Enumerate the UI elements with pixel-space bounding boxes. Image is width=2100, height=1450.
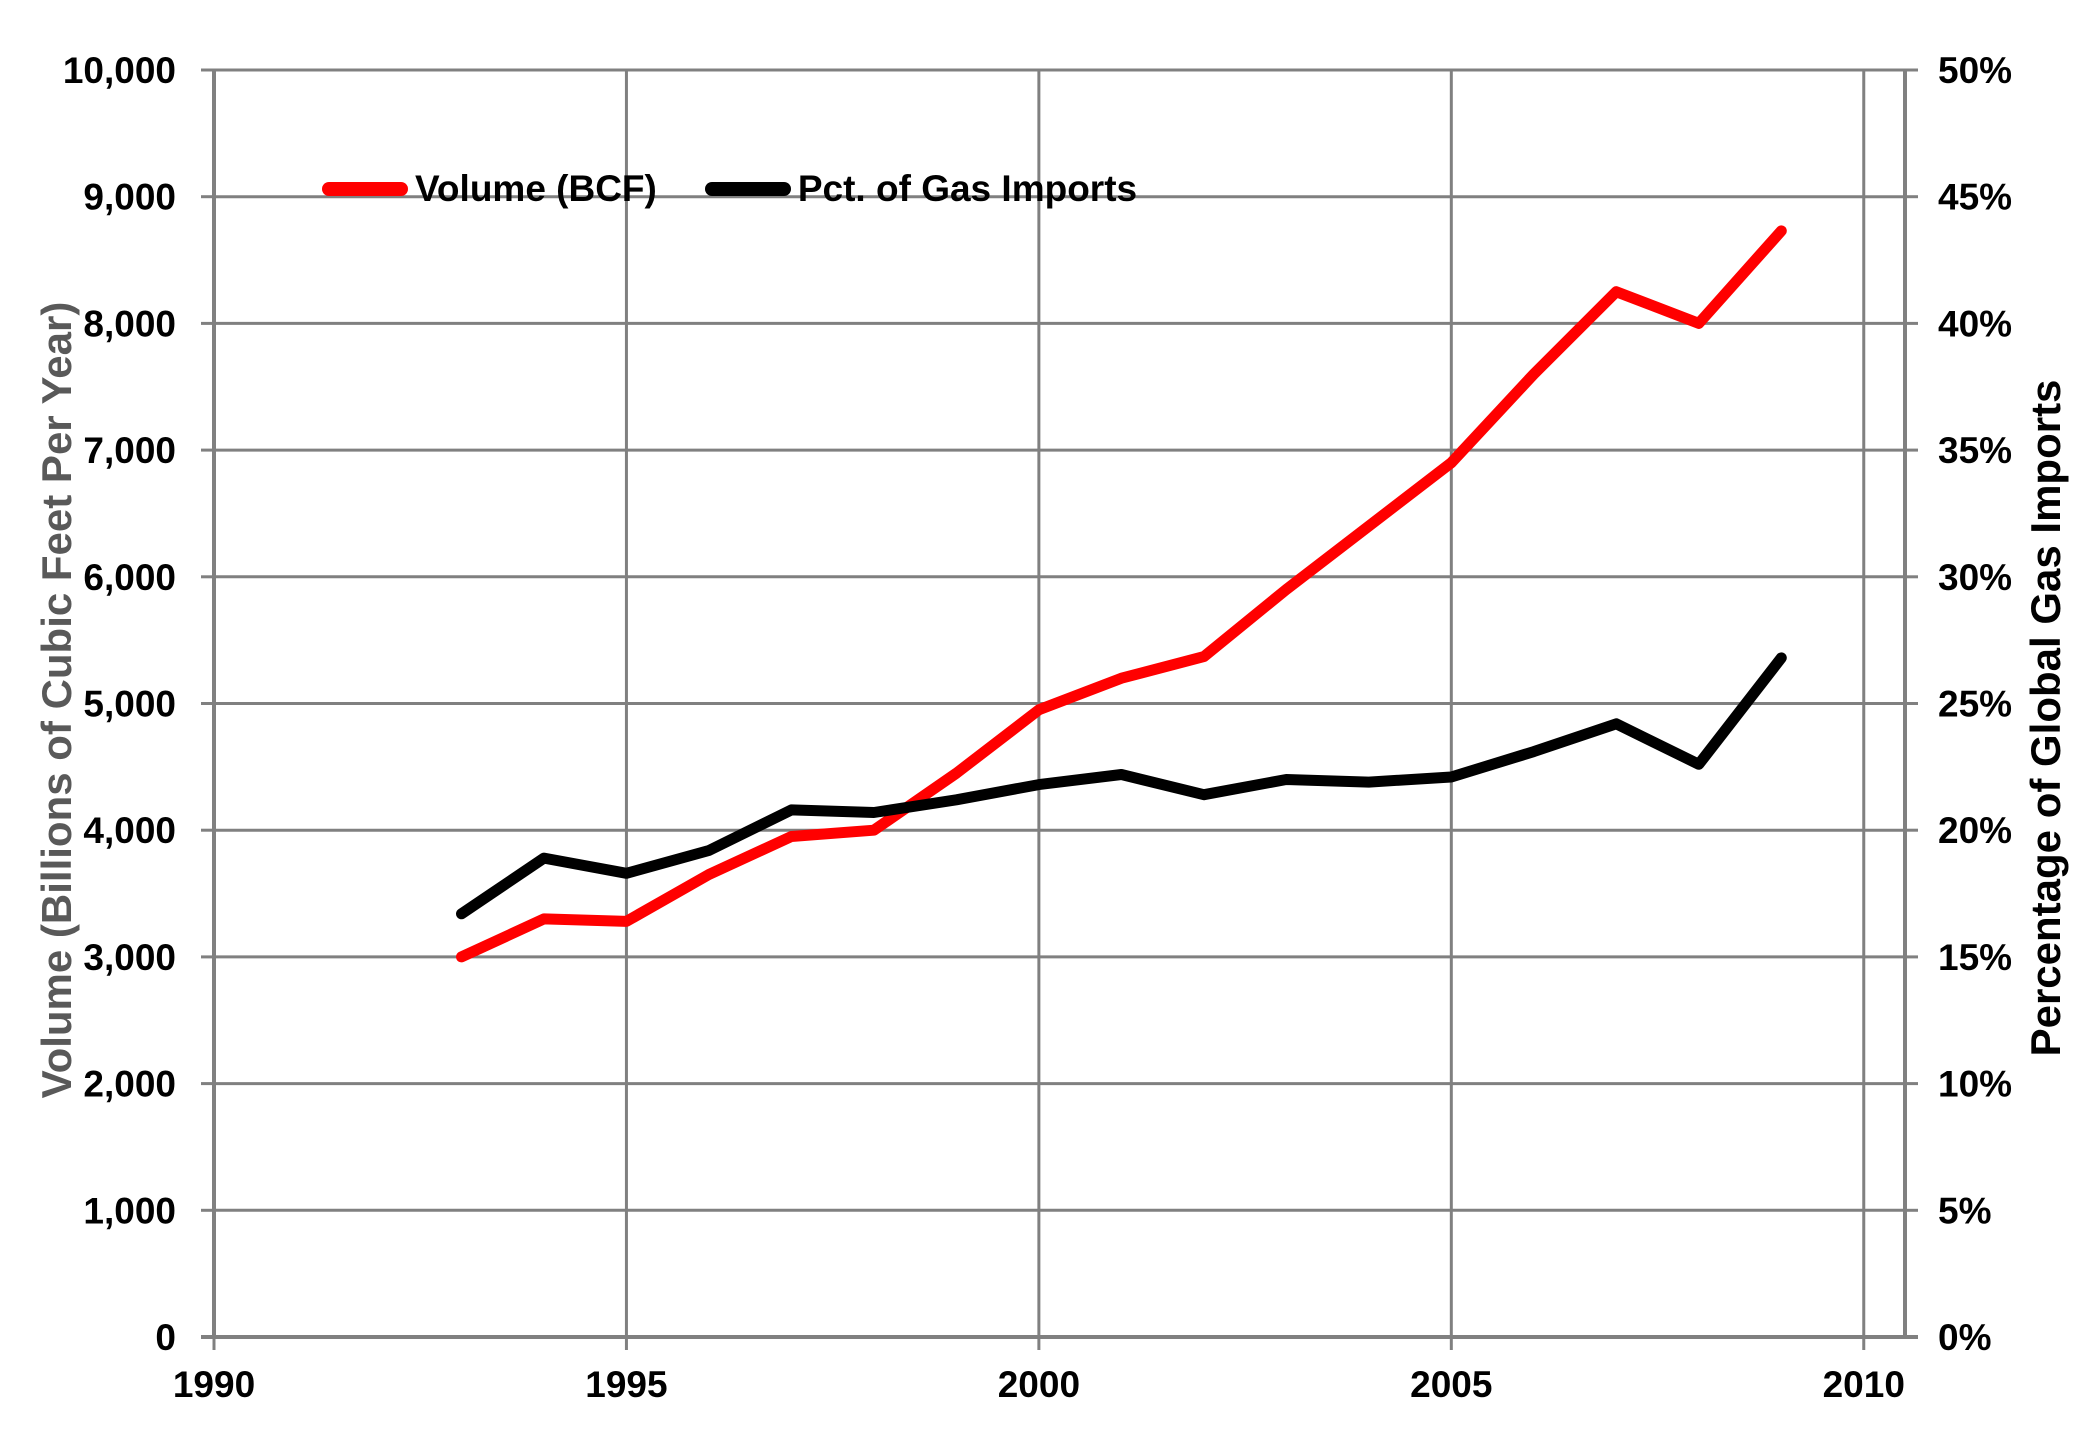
left-axis-tick-label: 4,000 [83,810,176,851]
legend-item-volume: Volume (BCF) [322,168,657,210]
left-axis-tick-label: 0 [155,1317,176,1358]
volume-series-line [456,225,1787,963]
x-axis-tick-label: 1995 [585,1364,667,1405]
x-axis-tick-label: 2000 [998,1364,1080,1405]
left-axis-tick-label: 10,000 [63,50,176,91]
left-axis-tick-label: 2,000 [83,1064,176,1105]
right-axis-title: Percentage of Global Gas Imports [2022,379,2069,1057]
right-axis-tick-label: 50% [1938,50,2012,91]
left-axis-tick-label: 1,000 [83,1190,176,1231]
left-axis-tick-label: 6,000 [83,557,176,598]
left-axis-tick-label: 9,000 [83,177,176,218]
right-axis-tick-label: 20% [1938,810,2012,851]
right-axis-tick-label: 10% [1938,1064,2012,1105]
x-axis-tick-label: 1990 [173,1364,255,1405]
legend: Volume (BCF) Pct. of Gas Imports [322,168,1137,210]
right-axis-tick-label: 25% [1938,684,2012,725]
left-axis-tick-label: 3,000 [83,937,176,978]
legend-label-volume: Volume (BCF) [415,168,657,209]
left-axis-tick-label: 5,000 [83,684,176,725]
volume-series-swatch-icon [322,182,408,196]
x-axis-tick-label: 2005 [1410,1364,1492,1405]
right-axis-tick-label: 0% [1938,1317,1991,1358]
pct-series-line [456,652,1787,920]
left-axis-tick-label: 7,000 [83,430,176,471]
left-axis-title: Volume (Billions of Cubic Feet Per Year) [33,301,80,1099]
right-axis-tick-label: 45% [1938,177,2012,218]
right-axis-tick-label: 30% [1938,557,2012,598]
right-axis-tick-label: 35% [1938,430,2012,471]
legend-label-pct: Pct. of Gas Imports [797,168,1138,209]
x-axis-tick-label: 2010 [1823,1364,1905,1405]
right-axis-tick-label: 15% [1938,937,2012,978]
pct-series-swatch-icon [704,182,791,196]
legend-item-pct: Pct. of Gas Imports [704,168,1138,210]
right-axis-tick-label: 5% [1938,1190,1991,1231]
right-axis-tick-label: 40% [1938,303,2012,344]
left-axis-tick-label: 8,000 [83,303,176,344]
